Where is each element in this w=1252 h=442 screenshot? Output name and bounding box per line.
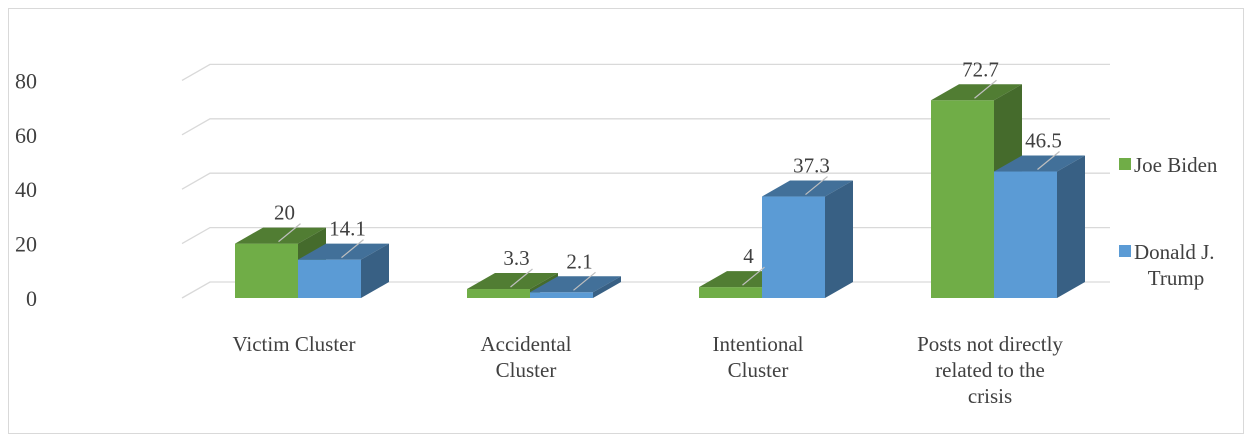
leader-line <box>278 223 301 243</box>
bars <box>235 84 1085 298</box>
legend-swatch <box>1119 245 1131 257</box>
bar-top <box>994 155 1085 172</box>
y-tick-label: 20 <box>15 232 37 257</box>
category-label: crisis <box>968 384 1012 408</box>
leader-line <box>573 271 596 291</box>
leader-line <box>805 176 828 196</box>
category-label: Cluster <box>728 358 789 382</box>
data-label: 72.7 <box>962 57 999 81</box>
bar-top <box>530 276 621 293</box>
bar <box>994 155 1085 298</box>
bar-front <box>530 292 593 298</box>
category-label: Posts not directly <box>917 332 1063 356</box>
data-label: 20 <box>274 201 295 225</box>
bar-front <box>931 100 994 298</box>
data-label: 3.3 <box>503 246 529 270</box>
bar-side <box>825 180 853 298</box>
bar-front <box>467 289 530 298</box>
bar-side <box>1057 155 1085 298</box>
bar <box>762 180 853 298</box>
category-label: Cluster <box>496 358 557 382</box>
leader-line <box>510 268 533 288</box>
data-label: 37.3 <box>793 154 830 178</box>
bar-front <box>762 196 825 298</box>
bar-front <box>235 243 298 298</box>
legend-label: Donald J. <box>1134 240 1215 264</box>
category-label: Accidental <box>481 332 572 356</box>
bar-front <box>699 287 762 298</box>
x-axis: Victim Cluster AccidentalClusterIntention… <box>233 332 1064 408</box>
bar-front <box>994 171 1057 298</box>
y-tick-label: 40 <box>15 177 37 202</box>
data-label: 2.1 <box>566 249 592 273</box>
y-tick-label: 0 <box>26 286 37 311</box>
data-label: 4 <box>743 244 754 268</box>
legend-label: Joe Biden <box>1134 153 1218 177</box>
category-label: Intentional <box>713 332 804 356</box>
leader-line <box>742 266 765 286</box>
category-label: Victim Cluster <box>233 332 356 356</box>
bar-top <box>931 84 1022 101</box>
bar <box>298 243 389 298</box>
bar-front <box>298 259 361 298</box>
chart-area: 0 20 40 60 80 20 3.3 4 72.7 14.1 2.1 37.3 46.5 Vict… <box>8 8 1244 434</box>
bar-side <box>593 276 621 298</box>
legend-label: Trump <box>1148 266 1204 290</box>
bar-top <box>762 180 853 197</box>
legend: Joe Biden Donald J.Trump <box>1119 153 1218 290</box>
legend-swatch <box>1119 158 1131 170</box>
leader-line <box>1037 151 1060 170</box>
category-label: related to the <box>935 358 1045 382</box>
leader-line <box>974 79 997 99</box>
y-tick-label: 60 <box>15 123 37 148</box>
bar-chart: 0 20 40 60 80 20 3.3 4 72.7 14.1 2.1 37.3 46.5 Vict… <box>15 57 1218 408</box>
leader-line <box>341 239 364 259</box>
data-labels: 20 3.3 4 72.7 14.1 2.1 37.3 46.5 <box>274 57 1062 291</box>
bar-top <box>235 227 326 244</box>
bar <box>530 276 621 298</box>
bar-top <box>298 243 389 260</box>
data-label: 14.1 <box>329 217 366 241</box>
bar-top <box>467 273 558 290</box>
data-label: 46.5 <box>1025 129 1062 153</box>
y-axis: 0 20 40 60 80 <box>15 68 37 311</box>
bar-side <box>361 243 389 298</box>
gridline <box>181 118 1110 136</box>
gridline <box>181 63 1110 81</box>
gridline <box>181 172 1110 190</box>
y-tick-label: 80 <box>15 68 37 93</box>
